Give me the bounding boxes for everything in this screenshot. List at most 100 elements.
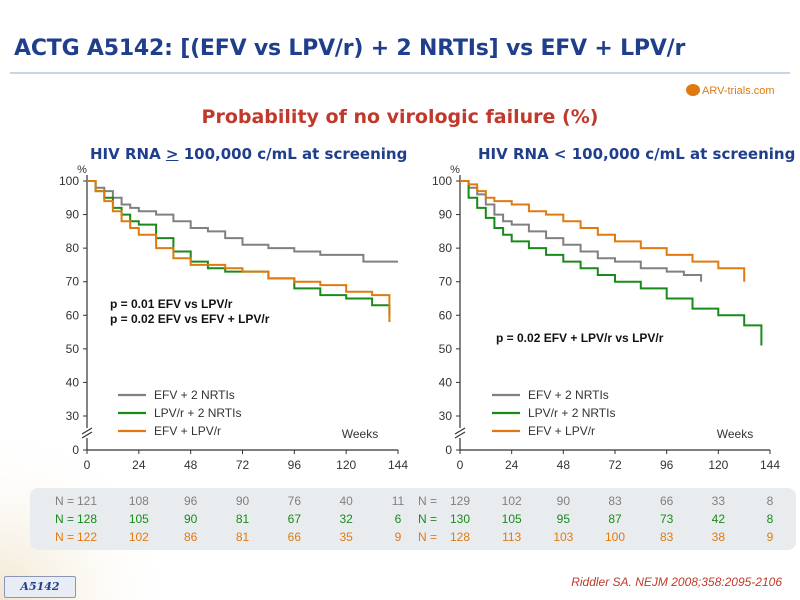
- left-x-tick-label: 72: [236, 458, 250, 472]
- left-y-tick-label: 70: [66, 275, 80, 289]
- left-n-at-risk-value: 105: [128, 512, 149, 526]
- right-n-at-risk-value: 100: [604, 530, 626, 544]
- left-p-value-annotation: p = 0.01 EFV vs LPV/r: [110, 297, 233, 311]
- left-y-axis-label: %: [77, 164, 87, 176]
- right-x-tick-label: 72: [608, 458, 622, 472]
- right-x-tick-label: 96: [660, 458, 674, 472]
- right-legend-label-lpvr: LPV/r + 2 NRTIs: [528, 406, 615, 420]
- left-legend-label-efv: EFV + 2 NRTIs: [154, 388, 235, 402]
- right-axis-break-mark: [454, 427, 466, 435]
- left-n-at-risk-value: 90: [235, 494, 250, 508]
- panel-right-title: HIV RNA < 100,000 c/mL at screening: [478, 145, 795, 163]
- right-n-at-risk-value: 130: [449, 512, 471, 526]
- right-n-at-risk-value: 102: [501, 494, 522, 508]
- right-n-at-risk-value: 73: [659, 512, 674, 526]
- left-n-at-risk-value: 122: [76, 530, 98, 544]
- chart-subtitle: Probability of no virologic failure (%): [201, 106, 599, 128]
- left-series-efvlpvr: [87, 180, 391, 322]
- right-n-at-risk-value: 42: [711, 512, 725, 526]
- left-n-at-risk-label: N =: [55, 494, 75, 508]
- left-n-at-risk-value: 121: [76, 494, 98, 508]
- left-n-at-risk-value: 76: [287, 494, 301, 508]
- logo-text: ARV-trials.com: [702, 85, 775, 97]
- right-n-at-risk-value: 87: [608, 512, 622, 526]
- right-n-at-risk-value: 83: [659, 530, 674, 544]
- slide-title: ACTG A5142: [(EFV vs LPV/r) + 2 NRTIs] v…: [14, 36, 686, 61]
- right-n-at-risk-value: 103: [553, 530, 574, 544]
- panel-left-title-suffix: 100,000 c/mL at screening: [178, 145, 408, 163]
- right-y-tick-label: 50: [439, 342, 453, 356]
- left-n-at-risk-value: 90: [183, 512, 198, 526]
- right-n-at-risk-value: 105: [501, 512, 522, 526]
- left-n-at-risk-value: 66: [287, 530, 301, 544]
- right-n-at-risk-row-efvlpvr: N = 128 113 103 100 83 38 9: [0, 530, 800, 546]
- left-n-at-risk-value: 9: [394, 530, 402, 544]
- right-n-at-risk-label: N =: [418, 494, 438, 508]
- left-n-at-risk-row-efv: N = 121 108 96 90 76 40 11: [0, 494, 800, 510]
- left-x-tick-label: 24: [132, 458, 146, 472]
- left-n-at-risk-value: 6: [394, 512, 402, 526]
- left-axis-break-gap: [81, 428, 93, 438]
- panel-left-title-prefix: HIV RNA: [90, 145, 166, 163]
- title-divider: [10, 72, 790, 74]
- left-series-efv: [87, 180, 398, 263]
- panel-right-title-prefix: HIV RNA < 100,000 c/mL at screening: [478, 145, 796, 163]
- left-n-at-risk-value: 67: [287, 512, 301, 526]
- right-y-tick-label: 100: [432, 174, 452, 188]
- left-n-at-risk-value: 86: [183, 530, 198, 544]
- left-y-tick-label: 50: [66, 342, 80, 356]
- right-n-at-risk-row-efv: N = 129 102 90 83 66 33 8: [0, 494, 800, 510]
- left-n-at-risk-value: 11: [391, 494, 405, 508]
- left-y-tick-label: 40: [66, 375, 80, 389]
- right-x-tick-label: 144: [760, 458, 780, 472]
- right-n-at-risk-value: 66: [659, 494, 674, 508]
- right-x-tick-label: 0: [457, 458, 464, 472]
- right-n-at-risk-value: 38: [711, 530, 725, 544]
- left-axis-break-mark: [81, 427, 93, 435]
- right-p-value-annotation: p = 0.02 EFV + LPV/r vs LPV/r: [496, 331, 664, 345]
- left-legend-label-efvlpvr: EFV + LPV/r: [154, 424, 221, 438]
- left-series-lpvr: [87, 180, 391, 316]
- right-y-tick-label: 0: [445, 443, 452, 457]
- citation: Riddler SA. NEJM 2008;358:2095-2106: [571, 575, 782, 589]
- study-tag: A5142: [4, 576, 76, 598]
- right-n-at-risk-value: 95: [556, 512, 570, 526]
- right-series-efvlpvr: [460, 180, 746, 282]
- left-x-tick-label: 0: [84, 458, 91, 472]
- left-n-at-risk-value: 102: [128, 530, 149, 544]
- left-p-value-annotation: p = 0.02 EFV vs EFV + LPV/r: [110, 312, 270, 326]
- right-axis-break-gap: [454, 428, 466, 438]
- right-n-at-risk-value: 129: [449, 494, 471, 508]
- left-n-at-risk-value: 32: [339, 512, 353, 526]
- left-n-at-risk-label: N =: [55, 530, 75, 544]
- left-x-tick-label: 48: [184, 458, 198, 472]
- left-y-tick-label: 100: [59, 174, 79, 188]
- right-y-tick-label: 40: [439, 375, 453, 389]
- panel-left-title-symbol: >: [165, 145, 179, 163]
- right-x-axis-label: Weeks: [717, 427, 753, 441]
- right-x-tick-label: 120: [708, 458, 728, 472]
- left-y-tick-label: 30: [66, 409, 80, 423]
- left-n-at-risk-label: N =: [55, 512, 75, 526]
- right-n-at-risk-value: 83: [608, 494, 622, 508]
- right-y-tick-label: 90: [439, 208, 453, 222]
- right-axis-break-mark: [454, 431, 466, 439]
- left-x-tick-label: 96: [288, 458, 302, 472]
- left-y-tick-label: 90: [66, 208, 80, 222]
- left-axis-break-mark: [81, 431, 93, 439]
- left-y-tick-label: 0: [72, 443, 79, 457]
- right-y-tick-label: 80: [439, 241, 453, 255]
- right-n-at-risk-value: 90: [556, 494, 570, 508]
- left-n-at-risk-value: 108: [128, 494, 149, 508]
- right-y-tick-label: 60: [439, 308, 453, 322]
- left-n-at-risk-value: 96: [183, 494, 198, 508]
- left-n-at-risk-value: 128: [76, 512, 98, 526]
- left-y-tick-label: 80: [66, 241, 80, 255]
- right-y-axis-label: %: [450, 164, 460, 176]
- left-n-at-risk-value: 35: [339, 530, 353, 544]
- right-legend-label-efvlpvr: EFV + LPV/r: [528, 424, 595, 438]
- arv-trials-logo: ARV-trials.com: [686, 84, 775, 97]
- right-series-lpvr: [460, 180, 763, 346]
- right-legend-label-efv: EFV + 2 NRTIs: [528, 388, 609, 402]
